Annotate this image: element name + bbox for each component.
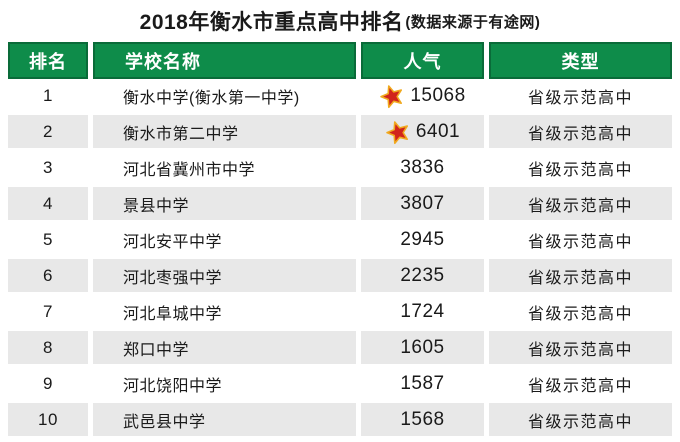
school-type-cell: 省级示范高中	[489, 367, 672, 400]
school-name-cell: 河北饶阳中学	[93, 367, 356, 400]
school-type-cell: 省级示范高中	[489, 187, 672, 220]
school-name-cell: 河北阜城中学	[93, 295, 356, 328]
school-name-cell: 河北省冀州市中学	[93, 151, 356, 184]
school-name-cell: 衡水市第二中学	[93, 115, 356, 148]
popularity-cell: 1605	[361, 331, 484, 364]
popularity-value: 6401	[415, 120, 461, 142]
table-row: 8 郑口中学 1605 省级示范高中	[8, 331, 672, 364]
table-row: 6 河北枣强中学 2235 省级示范高中	[8, 259, 672, 292]
star-icon	[380, 84, 403, 108]
table-row: 1 衡水中学(衡水第一中学) 15068 省级示范高中	[8, 79, 672, 112]
school-type-cell: 省级示范高中	[489, 79, 672, 112]
table-header-row: 排名 学校名称 人气 类型	[8, 42, 672, 79]
school-name-cell: 景县中学	[93, 187, 356, 220]
rank-cell: 4	[8, 187, 88, 220]
school-name-cell: 河北枣强中学	[93, 259, 356, 292]
school-name-cell: 郑口中学	[93, 331, 356, 364]
table-row: 4 景县中学 3807 省级示范高中	[8, 187, 672, 220]
popularity-cell: 1587	[361, 367, 484, 400]
column-header-type: 类型	[489, 42, 672, 79]
rank-cell: 9	[8, 367, 88, 400]
page-title-source-note: (数据来源于有途网)	[405, 13, 541, 31]
popularity-cell: 1568	[361, 403, 484, 436]
popularity-cell: 6401	[361, 115, 484, 148]
school-type-cell: 省级示范高中	[489, 295, 672, 328]
popularity-cell: 1724	[361, 295, 484, 328]
rank-cell: 1	[8, 79, 88, 112]
page-title-main: 2018年衡水市重点高中排名	[139, 11, 404, 34]
table-body: 1 衡水中学(衡水第一中学) 15068 省级示范高中 2 衡水市第二中学 64…	[8, 79, 672, 436]
popularity-cell: 3807	[361, 187, 484, 220]
school-name-cell: 河北安平中学	[93, 223, 356, 256]
school-type-cell: 省级示范高中	[489, 151, 672, 184]
popularity-value: 1605	[400, 336, 445, 358]
table-row: 9 河北饶阳中学 1587 省级示范高中	[8, 367, 672, 400]
page-title: 2018年衡水市重点高中排名 (数据来源于有途网)	[0, 0, 680, 42]
table-row: 2 衡水市第二中学 6401 省级示范高中	[8, 115, 672, 148]
table-row: 3 河北省冀州市中学 3836 省级示范高中	[8, 151, 672, 184]
rank-cell: 5	[8, 223, 88, 256]
rank-cell: 7	[8, 295, 88, 328]
table-row: 7 河北阜城中学 1724 省级示范高中	[8, 295, 672, 328]
popularity-value: 1724	[400, 300, 445, 322]
table-row: 10 武邑县中学 1568 省级示范高中	[8, 403, 672, 436]
ranking-table: 排名 学校名称 人气 类型 1 衡水中学(衡水第一中学) 15068 省级示范高…	[8, 42, 672, 436]
column-header-popularity: 人气	[361, 42, 484, 79]
table-row: 5 河北安平中学 2945 省级示范高中	[8, 223, 672, 256]
rank-cell: 8	[8, 331, 88, 364]
school-type-cell: 省级示范高中	[489, 403, 672, 436]
popularity-value: 3836	[400, 156, 445, 178]
popularity-value: 2945	[400, 228, 445, 250]
school-type-cell: 省级示范高中	[489, 223, 672, 256]
popularity-value: 15068	[410, 84, 466, 106]
rank-cell: 6	[8, 259, 88, 292]
popularity-value: 3807	[400, 192, 445, 214]
rank-cell: 3	[8, 151, 88, 184]
popularity-value: 2235	[400, 264, 445, 286]
star-icon	[386, 120, 408, 144]
school-type-cell: 省级示范高中	[489, 115, 672, 148]
school-type-cell: 省级示范高中	[489, 259, 672, 292]
popularity-value: 1587	[400, 372, 445, 394]
popularity-cell: 2235	[361, 259, 484, 292]
column-header-rank: 排名	[8, 42, 88, 79]
rank-cell: 2	[8, 115, 88, 148]
popularity-value: 1568	[400, 408, 445, 430]
school-type-cell: 省级示范高中	[489, 331, 672, 364]
school-name-cell: 衡水中学(衡水第一中学)	[93, 79, 356, 112]
rank-cell: 10	[8, 403, 88, 436]
popularity-cell: 2945	[361, 223, 484, 256]
school-name-cell: 武邑县中学	[93, 403, 356, 436]
popularity-cell: 3836	[361, 151, 484, 184]
column-header-school: 学校名称	[93, 42, 356, 79]
popularity-cell: 15068	[361, 79, 484, 112]
